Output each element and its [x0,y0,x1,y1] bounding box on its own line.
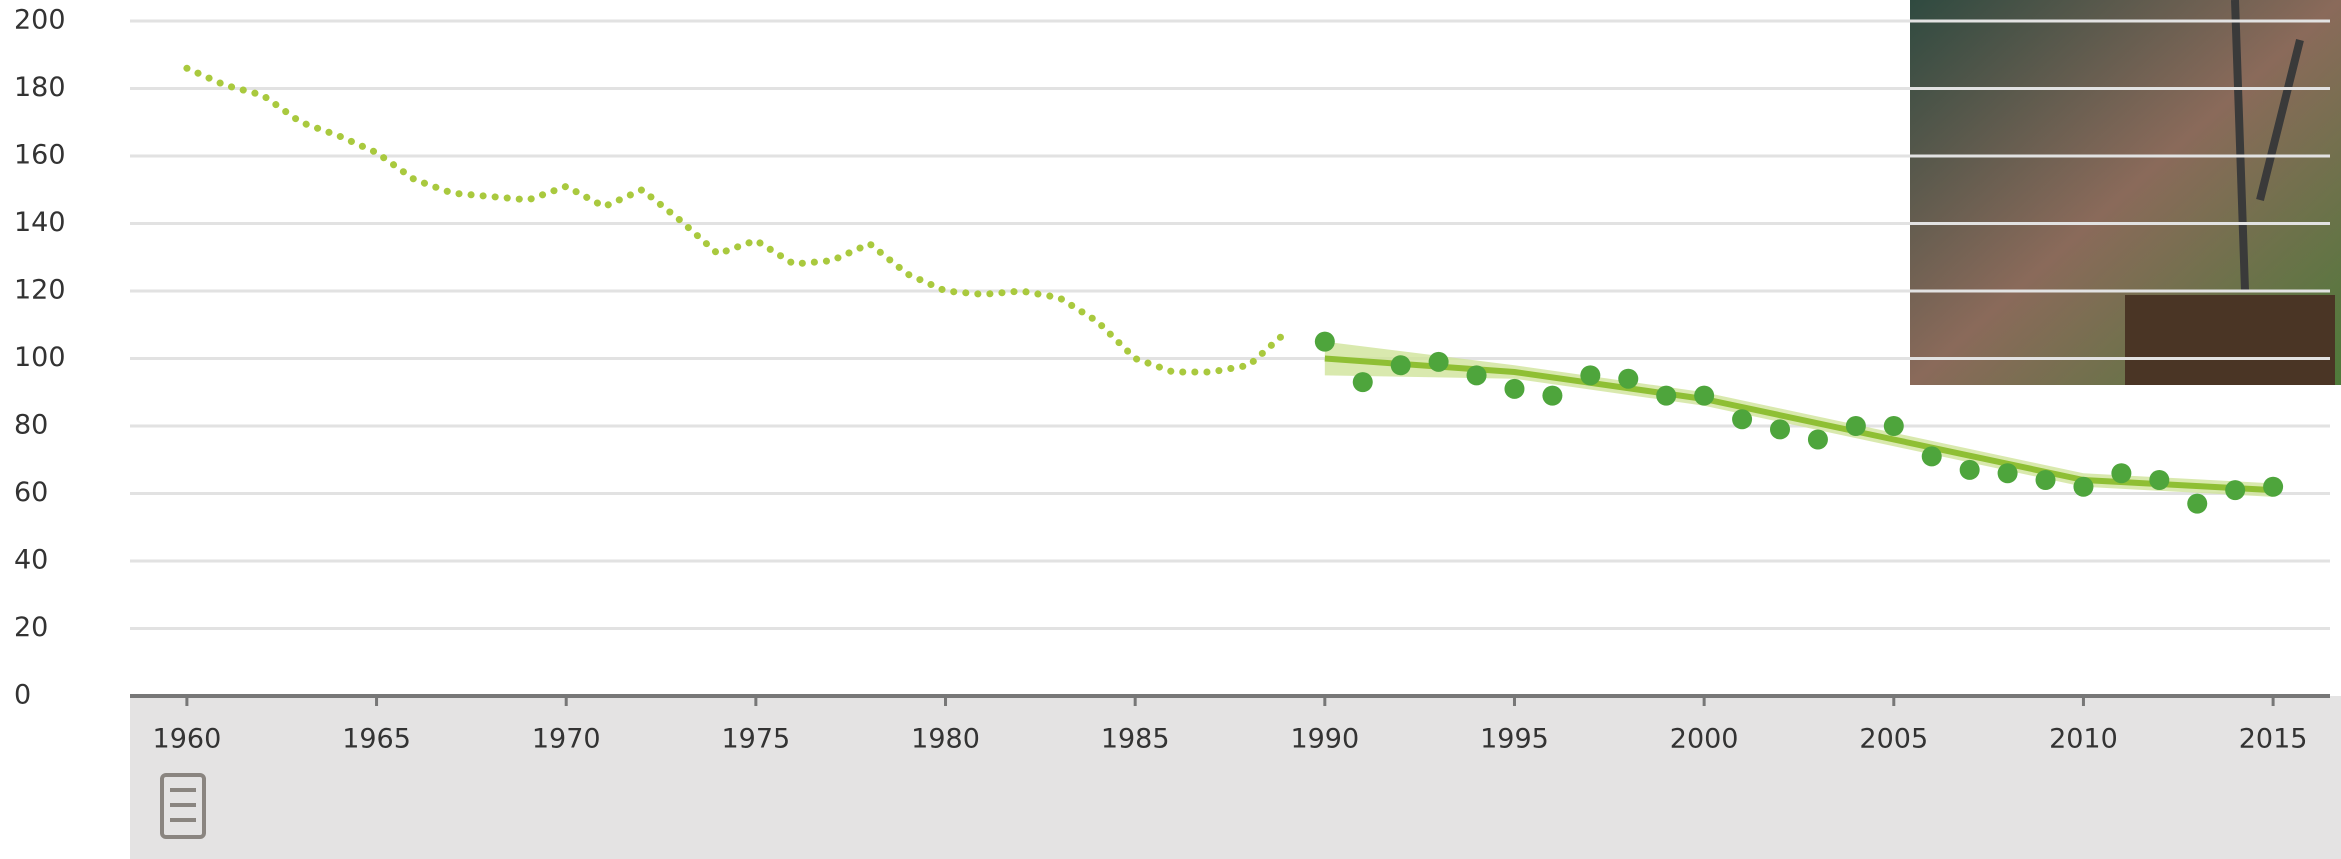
y-tick-label: 140 [14,207,66,238]
observation-dot [1466,365,1487,386]
x-tick-label: 1970 [532,724,601,755]
observation-dot [2149,470,2170,490]
observation-dot [1807,429,1828,450]
observation-dot [2263,476,2284,497]
x-tick-label: 1965 [342,724,411,755]
observation-dot [1504,378,1525,399]
logo [160,773,206,839]
x-tick-label: 2010 [2049,724,2118,755]
observation-dot [2073,476,2094,497]
observation-dot [1618,368,1639,389]
observation-dot [1352,372,1373,393]
x-tick-label: 1975 [722,724,791,755]
x-tick-label: 1985 [1101,724,1170,755]
x-tick-label: 1990 [1290,724,1359,755]
observation-dot [1770,419,1790,440]
observation-dot [1580,365,1601,386]
observation-dot [2035,470,2056,490]
x-tick-label: 2005 [1859,724,1928,755]
y-tick-label: 160 [14,140,66,171]
photo [1910,0,2341,385]
observation-dot [1694,385,1715,406]
y-tick-label: 120 [14,275,66,306]
observation-dot [2111,463,2132,484]
observation-dot [1997,463,2018,484]
y-tick-label: 200 [14,5,66,36]
y-tick-label: 40 [14,545,48,576]
observation-dot [2225,480,2246,501]
y-tick-label: 60 [14,477,48,508]
observation-dot [1959,459,1980,480]
y-tick-label: 180 [14,72,66,103]
axis-background [130,696,2341,859]
index-line [183,64,1291,376]
observation-dot [1845,416,1866,436]
x-tick-label: 1980 [911,724,980,755]
observation-dot [1390,355,1411,376]
y-tick-label: 80 [14,410,48,441]
observation-dot [1542,385,1563,406]
observation-dot [1428,351,1449,372]
observation-dot [1883,416,1904,436]
observation-dot [1314,331,1335,352]
x-tick-label: 2000 [1670,724,1739,755]
y-tick-label: 100 [14,342,66,373]
x-tick-label: 1960 [153,724,222,755]
y-tick-label: 0 [14,680,31,711]
observation-dot [2187,493,2208,514]
y-tick-label: 20 [14,612,48,643]
observation-dot [1921,446,1942,467]
x-tick-label: 2015 [2239,724,2308,755]
observation-dot [1656,385,1677,406]
x-tick-label: 1995 [1480,724,1549,755]
observation-dot [1732,409,1753,430]
